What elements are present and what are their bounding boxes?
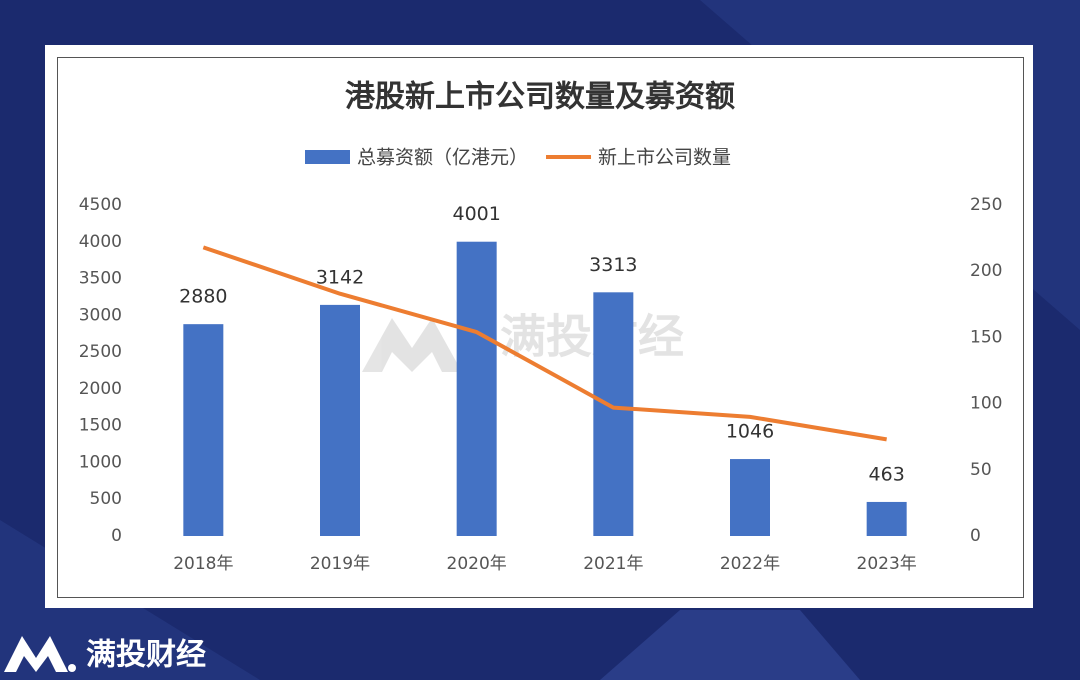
chart-title: 港股新上市公司数量及募资额 — [345, 80, 735, 115]
watermark-text: 满投财经 — [500, 310, 684, 364]
y-tick-label: 4500 — [79, 195, 122, 215]
legend: 总募资额（亿港元） 新上市公司数量 — [305, 147, 731, 169]
y2-tick-label: 0 — [970, 526, 981, 546]
y-tick-label: 2000 — [79, 379, 122, 399]
legend-swatch — [305, 150, 350, 164]
y-tick-label: 3000 — [79, 305, 122, 325]
x-tick-label: 2019年 — [310, 554, 370, 574]
brand-text: 满投财经 — [86, 638, 206, 673]
watermark: 满投财经 — [362, 310, 684, 372]
bar — [866, 501, 907, 536]
x-tick-label: 2020年 — [447, 554, 507, 574]
x-tick-label: 2022年 — [720, 554, 780, 574]
bar — [593, 292, 634, 536]
legend-label: 新上市公司数量 — [598, 147, 731, 169]
y-tick-label: 1500 — [79, 416, 122, 436]
line — [202, 245, 887, 442]
x-tick-label: 2018年 — [173, 554, 233, 574]
y2-tick-label: 100 — [970, 394, 1002, 414]
y-tick-label: 0 — [111, 526, 122, 546]
x-tick-label: 2023年 — [857, 554, 917, 574]
data-label: 463 — [869, 463, 905, 485]
data-label: 2880 — [179, 286, 227, 308]
background-shape — [600, 610, 860, 680]
data-label: 3142 — [316, 266, 364, 288]
y2-tick-label: 150 — [970, 327, 1002, 347]
y2-tick-label: 50 — [970, 460, 992, 480]
y-tick-label: 1000 — [79, 452, 122, 472]
brand: 满投财经 — [4, 636, 206, 673]
data-label: 3313 — [589, 254, 637, 276]
y2-tick-label: 250 — [970, 195, 1002, 215]
y-tick-label: 4000 — [79, 232, 122, 252]
y-tick-label: 3500 — [79, 269, 122, 289]
data-label: 4001 — [452, 203, 500, 225]
y2-tick-label: 200 — [970, 261, 1002, 281]
y-tick-label: 500 — [90, 489, 122, 509]
x-tick-label: 2021年 — [583, 554, 643, 574]
y-tick-label: 2500 — [79, 342, 122, 362]
data-label: 1046 — [726, 421, 774, 443]
bar — [320, 304, 360, 536]
bar — [456, 241, 497, 536]
bar — [730, 459, 770, 536]
legend-label: 总募资额（亿港元） — [357, 147, 528, 169]
bar — [183, 324, 224, 536]
